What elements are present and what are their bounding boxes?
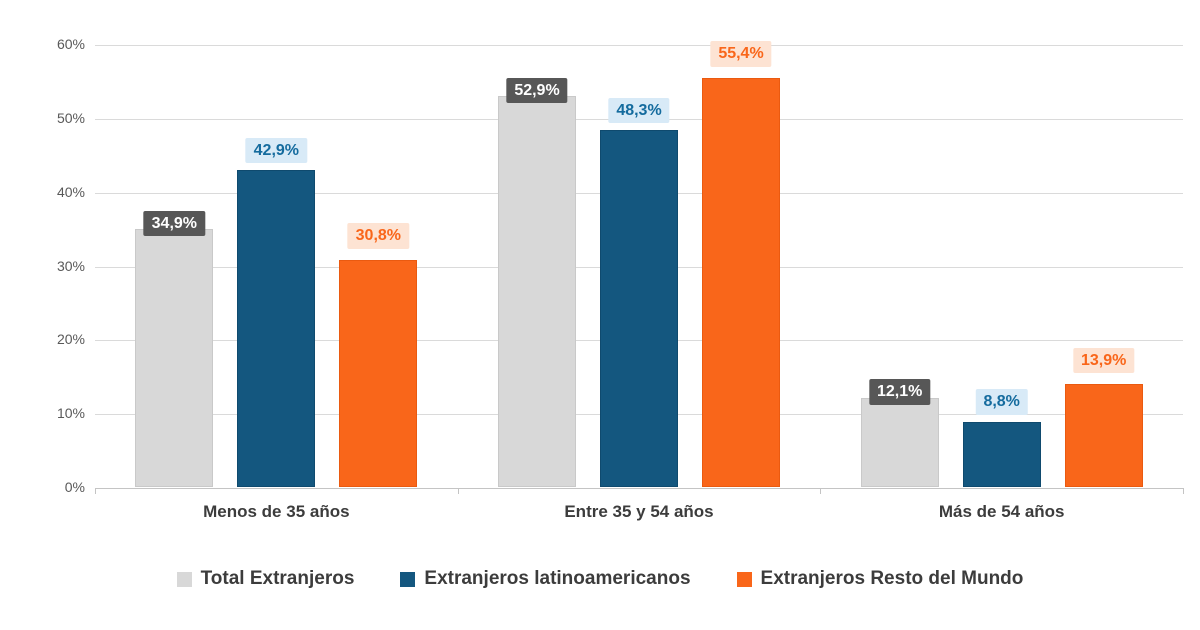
bar: 30,8% [339,223,418,487]
bar-value-label: 8,8% [975,389,1028,416]
bar-group: 34,9% 42,9% 30,8% [95,44,458,487]
y-axis-tick-label: 20% [56,331,85,348]
bar-groups: 34,9% 42,9% 30,8% 52,9% 48,3% 55,4% 12,1% 8,8% 1… [95,41,1183,487]
legend-label: Extranjeros Resto del Mundo [760,568,1024,589]
bar-value-label: 30,8% [347,223,410,249]
y-axis-tick-label: 60% [56,36,85,52]
bar: 13,9% [1064,347,1143,487]
x-axis-tick [95,488,96,494]
y-axis-tick-label: 0% [64,479,85,495]
x-axis-labels: Menos de 35 años Entre 35 y 54 años Más de… [95,502,1183,522]
x-axis-category-label: Más de 54 años [938,502,1065,521]
x-axis-tick [1183,488,1184,494]
x-axis-category-label: Entre 35 y 54 años [564,502,714,521]
plot-area: 0% 10% 20% 30% 40% 50% 60% 34,9% 42,9% 30,8% 52,9%… [57,36,1184,495]
bar-value-label: 52,9% [506,77,568,104]
bar-value-label: 48,3% [608,97,670,124]
legend-label: Total Extranjeros [200,568,355,589]
legend: Total Extranjeros Extranjeros latinoameri… [0,568,1200,590]
y-axis-tick-label: 50% [56,109,85,126]
legend-item: Extranjeros latinoamericanos [400,568,691,590]
legend-label: Extranjeros latinoamericanos [424,568,691,589]
legend-item: Total Extranjeros [176,568,355,590]
bar-value-label: 34,9% [143,210,206,237]
x-axis-category-label: Menos de 35 años [203,502,350,521]
x-axis-tick [820,488,822,494]
legend-swatch-icon [176,571,192,587]
bar: 34,9% [135,210,214,487]
y-axis-tick-label: 40% [56,183,85,200]
x-axis-tick [457,488,459,494]
legend-swatch-icon [736,571,752,587]
bar-group: 12,1% 8,8% 13,9% [820,44,1183,487]
bar-value-label: 42,9% [245,137,308,164]
bar-value-label: 13,9% [1072,347,1135,374]
bar-value-label: 55,4% [710,41,772,67]
legend-item: Extranjeros Resto del Mundo [736,568,1024,590]
bar-group: 52,9% 48,3% 55,4% [458,41,821,487]
bar: 52,9% [498,77,576,487]
y-axis-tick-label: 30% [56,257,85,274]
bar: 48,3% [600,97,678,487]
bar-value-label: 12,1% [868,379,931,405]
gridline [95,45,1183,46]
bar: 55,4% [702,41,780,487]
bar: 8,8% [962,389,1041,487]
gridline [95,488,1183,489]
y-axis-tick-label: 10% [56,405,85,422]
legend-swatch-icon [400,571,416,587]
bar: 42,9% [237,137,316,487]
bar: 12,1% [860,379,939,487]
